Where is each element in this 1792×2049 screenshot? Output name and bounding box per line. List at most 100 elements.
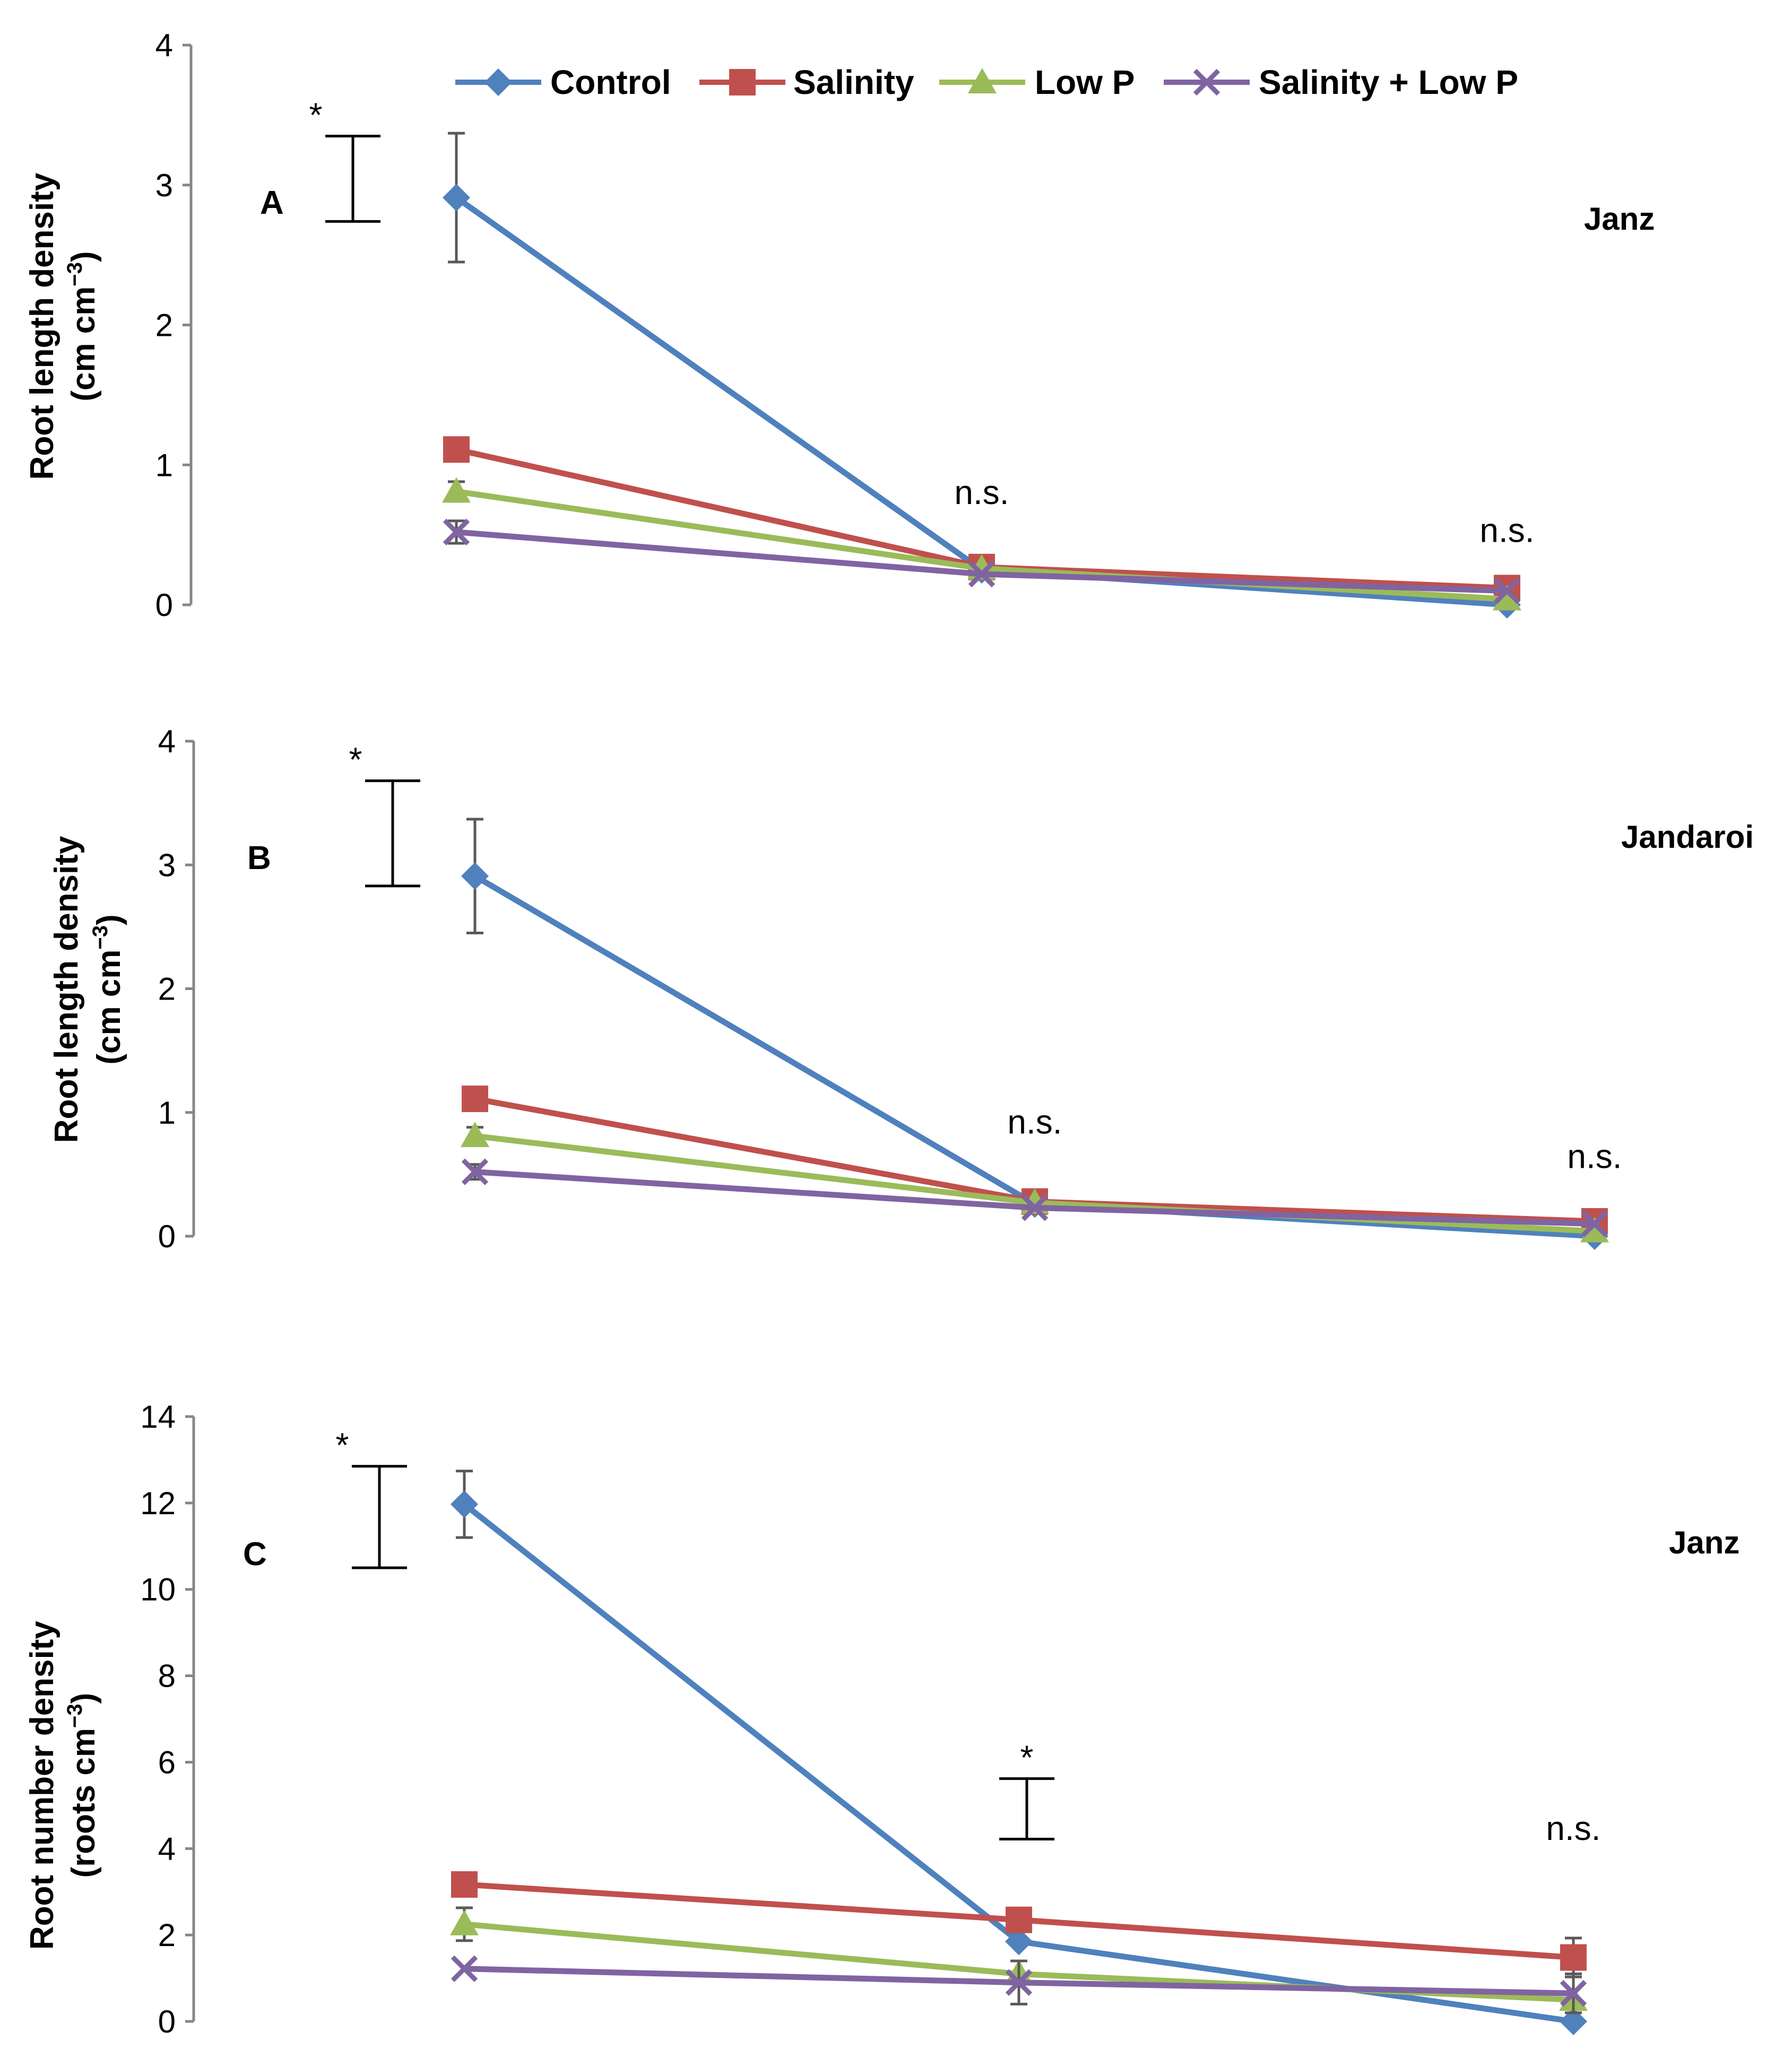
- panel-b-point-salinity-low-p-3-stroke-2: [1581, 1210, 1608, 1237]
- panel-c-point-control-2: [1005, 1928, 1033, 1956]
- panel-c-lsd-bar-2: *: [999, 1738, 1054, 1840]
- panel-b-annotation-ns-2: n.s.: [1567, 1138, 1622, 1176]
- panel-b-label: B: [247, 840, 271, 876]
- panel-a: 0 1 2 3 4 A Janz Root length density (cm cm−…: [24, 28, 1751, 623]
- panel-b-y-tick-label-2: 2: [158, 971, 176, 1007]
- panel-b: 0 1 2 3 4 B Jandaroi Root length density (cm…: [48, 724, 1754, 1254]
- panel-c-lsd-asterisk-1: *: [336, 1426, 349, 1464]
- panel-a-annotation-ns-1: n.s.: [954, 473, 1009, 511]
- panel-b-y-tick-label-0: 0: [158, 1219, 176, 1254]
- panel-a-point-low-p-1: [442, 477, 471, 503]
- panel-b-axes: 0 1 2 3 4: [158, 724, 1751, 1254]
- panel-c-lsd-bar-1: *: [336, 1426, 407, 1569]
- panel-c-y-tick-label-4: 4: [158, 1831, 176, 1866]
- legend-marker-salinity-low-p-stroke-2: [1193, 68, 1220, 96]
- panel-c-point-control-3: [1560, 2008, 1587, 2035]
- legend-item-control: Control: [455, 63, 671, 101]
- panel-c-y-tick-label-14: 14: [140, 1399, 176, 1435]
- panel-c: 0 2 4 6 8 10 12 14 C Janz Root number density (…: [24, 1399, 1751, 2039]
- panel-c-ylabel-line1: Root number density: [24, 1620, 60, 1950]
- panel-a-point-salinity-1: [443, 436, 470, 463]
- panel-b-lsd-bar-1: *: [349, 741, 420, 888]
- panel-b-lsd-asterisk-1: *: [349, 741, 362, 779]
- panel-c-point-salinity-low-p-3-stroke-2: [1560, 1979, 1587, 2007]
- panel-b-point-low-p-3: [1580, 1217, 1609, 1243]
- panel-c-axes: 0 2 4 6 8 10 12 14: [140, 1399, 1751, 2039]
- panel-a-ylabel-line1: Root length density: [24, 172, 60, 480]
- panel-c-lsd-asterisk-2: *: [1020, 1738, 1034, 1776]
- panel-b-y-tick-label-3: 3: [158, 847, 176, 883]
- panel-b-point-low-p-1: [461, 1122, 489, 1148]
- panel-c-series-salinity: [451, 1871, 1587, 1978]
- panel-b-point-salinity-low-p-2-stroke-2: [1021, 1194, 1049, 1221]
- panel-b-cultivar: Jandaroi: [1621, 819, 1754, 855]
- panel-a-point-salinity-low-p-2: [968, 560, 995, 588]
- panel-a-point-salinity-low-p-1: [443, 518, 470, 546]
- panel-a-y-tick-label-4: 4: [155, 28, 173, 63]
- panel-c-point-salinity-low-p-2-stroke-2: [1005, 1969, 1033, 1996]
- panel-a-y-tick-label-1: 1: [155, 447, 173, 483]
- panel-c-y-tick-label-12: 12: [140, 1486, 176, 1521]
- panel-b-point-salinity-low-p-1: [461, 1158, 489, 1185]
- panel-a-point-low-p-3: [1493, 585, 1521, 611]
- panel-c-y-tick-label-8: 8: [158, 1659, 176, 1694]
- legend-item-salinity-low-p: Salinity + Low P: [1164, 63, 1518, 101]
- panel-c-point-salinity-low-p-3: [1560, 1979, 1587, 2007]
- panel-c-y-tick-label-10: 10: [140, 1572, 176, 1608]
- panel-a-point-salinity-low-p-3-stroke-2: [1493, 577, 1521, 604]
- panel-a-cultivar: Janz: [1584, 201, 1655, 237]
- panel-a-point-salinity-low-p-3: [1493, 577, 1521, 604]
- panel-a-y-tick-label-3: 3: [155, 168, 173, 203]
- panel-b-ylabel-line2: (cm cm−3): [89, 914, 127, 1064]
- panel-a-lsd-bar-1: *: [309, 95, 380, 223]
- legend-marker-low-p: [968, 68, 997, 93]
- panel-c-point-low-p-1: [450, 1909, 479, 1935]
- panel-c-label: C: [243, 1536, 267, 1573]
- panel-c-y-tick-label-6: 6: [158, 1744, 176, 1780]
- panel-b-series-salinity-low-p: [461, 1158, 1608, 1237]
- panel-c-point-salinity-low-p-1-stroke-2: [451, 1955, 478, 1982]
- panel-c-point-salinity-3: [1560, 1944, 1587, 1971]
- panel-c-series-control: [451, 1470, 1587, 2035]
- panel-c-point-control-1: [451, 1490, 478, 1518]
- panel-a-point-salinity-low-p-2-stroke-2: [968, 560, 995, 588]
- panel-c-point-salinity-low-p-1: [451, 1955, 478, 1982]
- panel-b-point-salinity-low-p-2: [1021, 1194, 1049, 1221]
- panel-b-annotation-ns-1: n.s.: [1007, 1102, 1062, 1141]
- panel-b-series-control: [461, 818, 1608, 1250]
- panel-a-y-tick-label-2: 2: [155, 308, 173, 343]
- panel-c-annotation-ns-1: n.s.: [1546, 1809, 1600, 1847]
- panel-a-annotation-ns-2: n.s.: [1479, 511, 1534, 549]
- panel-b-y-tick-label-1: 1: [158, 1095, 176, 1131]
- panel-b-y-tick-label-4: 4: [158, 724, 176, 759]
- panel-a-series-salinity-low-p: [443, 518, 1521, 604]
- panel-a-point-control-1: [443, 184, 470, 212]
- legend-label-control: Control: [550, 63, 671, 101]
- panel-b-point-salinity-low-p-1-stroke-2: [461, 1158, 489, 1185]
- panel-b-point-salinity-1: [462, 1086, 488, 1113]
- panel-b-point-control-1: [461, 862, 489, 890]
- panel-c-point-salinity-1: [451, 1871, 478, 1898]
- panel-b-ylabel-line1: Root length density: [48, 836, 85, 1143]
- panel-a-label: A: [260, 185, 284, 221]
- panel-c-y-tick-label-0: 0: [158, 2004, 176, 2039]
- panel-a-ylabel-line2: (cm cm−3): [63, 251, 102, 401]
- legend-label-salinity: Salinity: [793, 63, 914, 101]
- legend-marker-salinity-low-p: [1193, 68, 1220, 96]
- panel-a-point-salinity-low-p-1-stroke-2: [443, 518, 470, 546]
- panel-c-y-tick-label-2: 2: [158, 1917, 176, 1953]
- panel-c-point-salinity-low-p-2: [1005, 1969, 1033, 1996]
- legend-item-low-p: Low P: [939, 63, 1135, 101]
- legend-marker-control: [484, 68, 512, 96]
- panel-a-lsd-asterisk-1: *: [309, 95, 323, 134]
- legend-label-salinity-low-p: Salinity + Low P: [1259, 63, 1518, 101]
- panel-b-point-salinity-low-p-3: [1581, 1210, 1608, 1237]
- legend-item-salinity: Salinity: [699, 63, 914, 101]
- panel-a-y-tick-label-0: 0: [155, 587, 173, 623]
- legend-marker-salinity: [729, 69, 756, 95]
- panel-c-cultivar: Janz: [1669, 1525, 1739, 1560]
- legend: Control Salinity Low P Salinity + Low P: [455, 63, 1518, 101]
- panel-c-series-salinity-low-p: [451, 1955, 1587, 2015]
- panel-c-point-salinity-2: [1006, 1906, 1032, 1933]
